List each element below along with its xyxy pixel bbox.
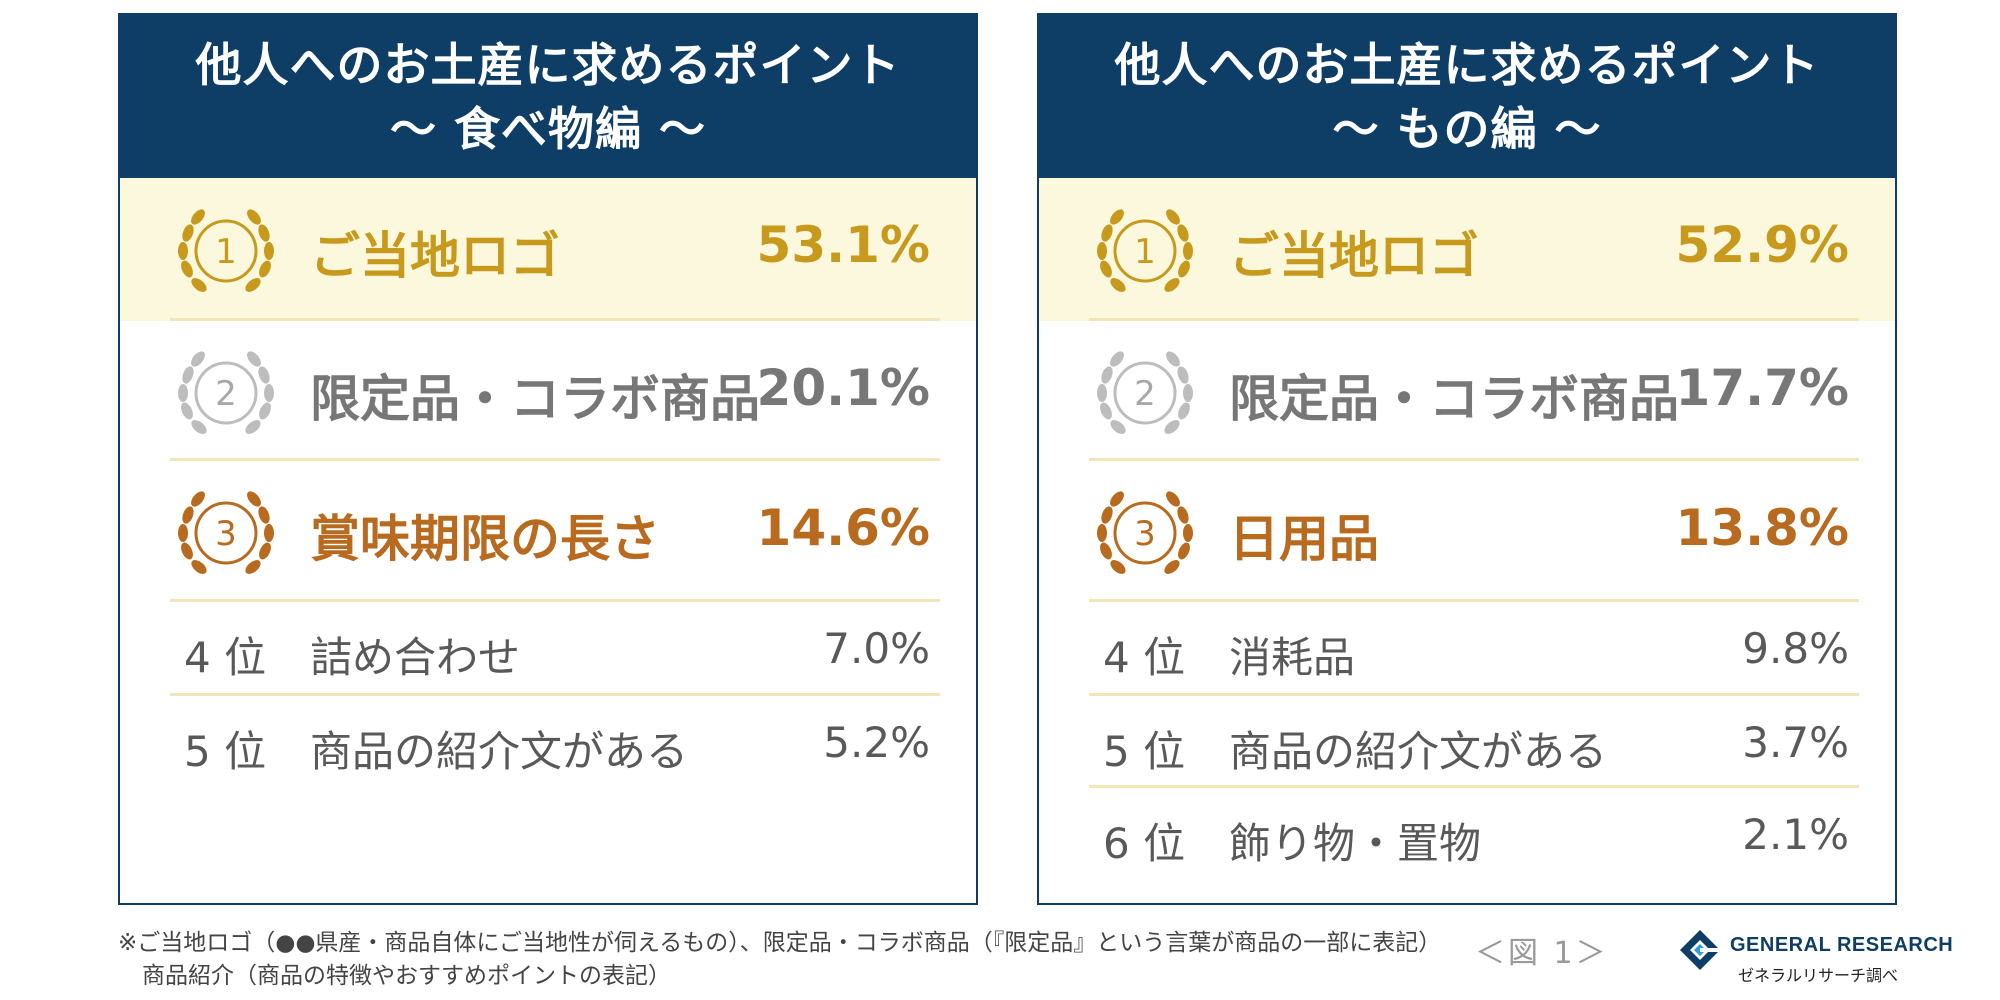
panel-goods: 他人へのお土産に求めるポイント 〜 もの編 〜 1 ご当地ロゴ 52.9% 2 … [1037,13,1897,905]
panel-title-line2: 〜 食べ物編 〜 [389,101,707,156]
rank-1-highlight [1039,178,1895,321]
panel-food: 他人へのお土産に求めるポイント 〜 食べ物編 〜 1 ご当地ロゴ 53.1% 2… [118,13,978,905]
row-divider [1089,318,1859,321]
wreath-gold-icon: 1 [1097,209,1193,292]
row-divider [1089,458,1859,461]
row-divider [170,599,940,602]
rank-row-1: 1 ご当地ロゴ 53.1% [170,178,940,321]
item-label: 消耗品 [1229,633,1356,682]
item-label: ご当地ロゴ [1229,227,1479,285]
rank-row-2: 2 限定品・コラボ商品 17.7% [1089,321,1859,461]
general-research-logo: GENERAL RESEARCH ゼネラルリサーチ調べ [1672,920,1953,990]
logo-name: GENERAL RESEARCH [1730,934,1954,956]
item-label: 賞味期限の長さ [310,510,660,568]
figure-label: ＜図 1＞ [1475,936,1609,971]
rank-label: 5 位 [1103,727,1186,776]
panel-header: 他人へのお土産に求めるポイント 〜 もの編 〜 [1039,15,1895,178]
wreath-gold-icon: 1 [178,209,274,292]
footnote: ※ご当地ロゴ（●●県産・商品自体にご当地性が伺えるもの）、限定品・コラボ商品（『… [118,927,1441,993]
item-value: 20.1% [756,359,930,417]
item-value: 9.8% [1742,624,1849,673]
rank-row-5: 5 位 商品の紹介文がある 5.2% [170,696,940,788]
rank-label: 4 位 [184,633,267,682]
row-divider [170,458,940,461]
row-divider [170,693,940,696]
item-value: 7.0% [823,624,930,673]
wreath-bronze-icon: 3 [1097,491,1193,574]
panel-header: 他人へのお土産に求めるポイント 〜 食べ物編 〜 [120,15,976,178]
rank-row-3: 3 賞味期限の長さ 14.6% [170,461,940,602]
rank-label: 4 位 [1103,633,1186,682]
row-divider [170,318,940,321]
rank-number: 1 [1134,232,1156,272]
rank-number: 2 [1134,374,1156,414]
rank-row-5: 5 位 商品の紹介文がある 3.7% [1089,696,1859,788]
rank-row-2: 2 限定品・コラボ商品 20.1% [170,321,940,461]
rank-label: 5 位 [184,727,267,776]
panel-title-line2: 〜 もの編 〜 [1332,101,1602,156]
item-label: 限定品・コラボ商品 [310,370,760,428]
item-value: 13.8% [1675,499,1849,557]
wreath-bronze-icon: 3 [178,491,274,574]
rank-1-highlight [120,178,976,321]
row-divider [1089,693,1859,696]
rank-row-1: 1 ご当地ロゴ 52.9% [1089,178,1859,321]
item-value: 3.7% [1742,718,1849,767]
row-divider [1089,599,1859,602]
rank-number: 3 [215,514,237,554]
footnote-line2: 商品紹介（商品の特徴やおすすめポイントの表記） [142,963,671,989]
item-label: 日用品 [1229,510,1379,568]
item-label: 飾り物・置物 [1229,819,1482,868]
item-value: 5.2% [823,718,930,767]
rank-row-3: 3 日用品 13.8% [1089,461,1859,602]
item-value: 14.6% [756,499,930,557]
rank-row-4: 4 位 消耗品 9.8% [1089,602,1859,696]
item-value: 53.1% [756,216,930,274]
rank-row-6: 6 位 飾り物・置物 2.1% [1089,788,1859,882]
item-label: 限定品・コラボ商品 [1229,370,1679,428]
item-label: 詰め合わせ [310,633,521,682]
panel-title-line1: 他人へのお土産に求めるポイント [1114,37,1820,92]
rank-number: 2 [215,374,237,414]
panel-title-line1: 他人へのお土産に求めるポイント [195,37,901,92]
row-divider [1089,785,1859,788]
logo-subtitle: ゼネラルリサーチ調べ [1738,966,1899,985]
item-label: 商品の紹介文がある [310,727,689,776]
general-research-logo-icon [1680,930,1720,970]
wreath-silver-icon: 2 [1097,351,1193,434]
item-value: 52.9% [1675,216,1849,274]
wreath-silver-icon: 2 [178,351,274,434]
rank-label: 6 位 [1103,819,1186,868]
rank-number: 3 [1134,514,1156,554]
item-value: 17.7% [1675,359,1849,417]
rank-row-4: 4 位 詰め合わせ 7.0% [170,602,940,696]
footnote-line1: ※ご当地ロゴ（●●県産・商品自体にご当地性が伺えるもの）、限定品・コラボ商品（『… [118,930,1442,956]
rank-number: 1 [215,232,237,272]
item-label: ご当地ロゴ [310,227,560,285]
item-value: 2.1% [1742,810,1849,859]
item-label: 商品の紹介文がある [1229,727,1608,776]
